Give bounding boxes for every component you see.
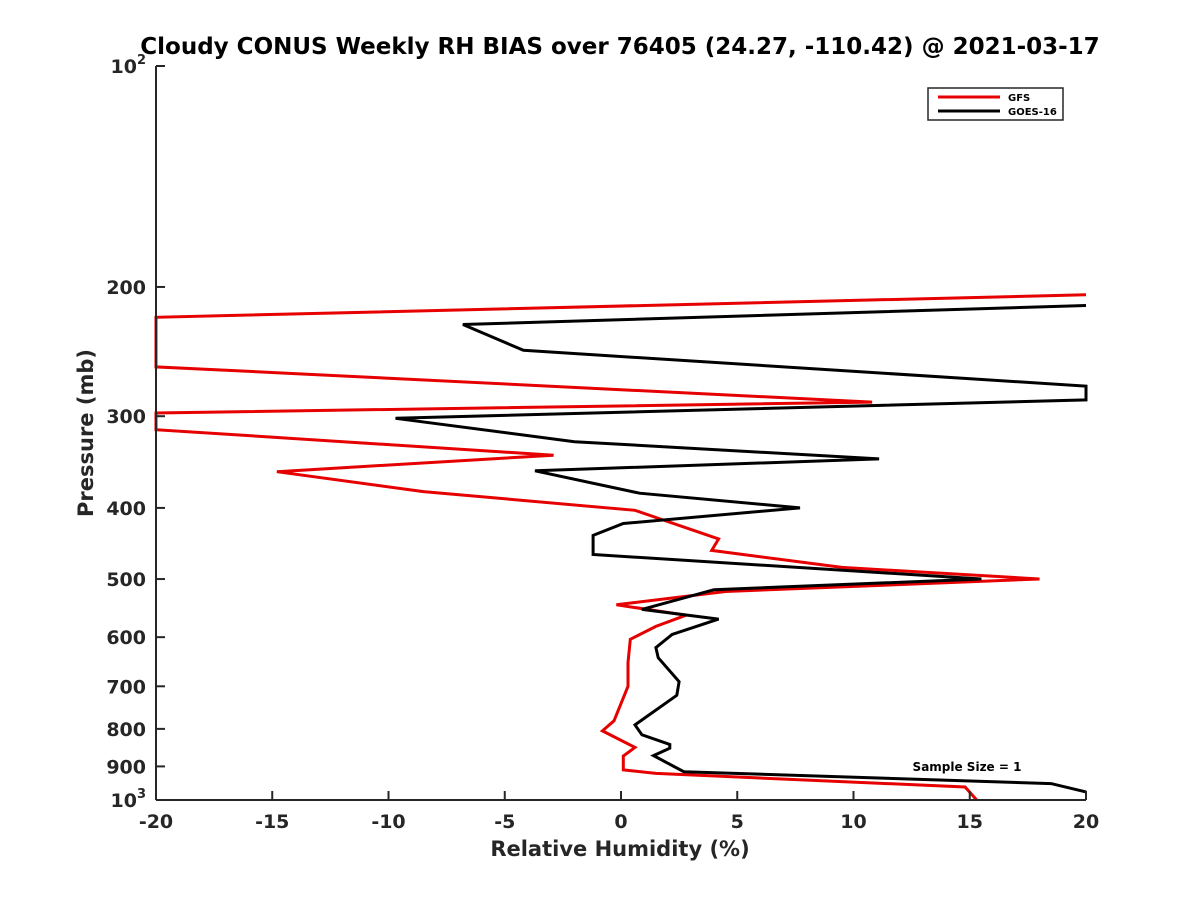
y-tick-label: 400 [106, 498, 146, 520]
legend-box [927, 87, 1064, 121]
legend: GFS GOES-16 [927, 87, 1064, 121]
y-tick-label: 900 [106, 756, 146, 778]
series-line-goes-16 [395, 304, 1088, 794]
y-axis-label: Pressure (mb) [74, 349, 98, 517]
y-tick-label: 300 [106, 406, 146, 428]
y-tick-label: 600 [106, 627, 146, 649]
y-tick-label-power: 103 [111, 787, 147, 812]
chart-title: Cloudy CONUS Weekly RH BIAS over 76405 (… [140, 34, 1099, 60]
legend-label-goes-16: GOES-16 [1008, 107, 1057, 118]
x-tick-label: 5 [731, 811, 744, 833]
x-tick-label: -5 [494, 811, 515, 833]
series-layer [154, 293, 1088, 801]
ticks-layer: -20 -15 -10 -5 0 5 10 15 20 200 300 400 500 600 700 800… [106, 53, 1099, 833]
y-tick-label: 700 [106, 676, 146, 698]
x-axis-label: Relative Humidity (%) [490, 837, 749, 861]
axes-layer [155, 66, 1086, 801]
series-line-gfs [154, 293, 1087, 801]
sample-size-annotation: Sample Size = 1 [913, 760, 1022, 774]
y-tick-label: 800 [106, 719, 146, 741]
x-tick-label: 0 [614, 811, 627, 833]
y-tick-label-power: 102 [111, 53, 147, 78]
x-tick-label: 20 [1073, 811, 1099, 833]
y-tick-label: 200 [106, 277, 146, 299]
legend-label-gfs: GFS [1008, 93, 1030, 104]
x-tick-label: -15 [255, 811, 289, 833]
x-tick-label: 10 [840, 811, 866, 833]
y-tick-label: 500 [106, 569, 146, 591]
x-tick-label: 15 [957, 811, 983, 833]
x-tick-label: -10 [371, 811, 405, 833]
x-tick-label: -20 [139, 811, 173, 833]
